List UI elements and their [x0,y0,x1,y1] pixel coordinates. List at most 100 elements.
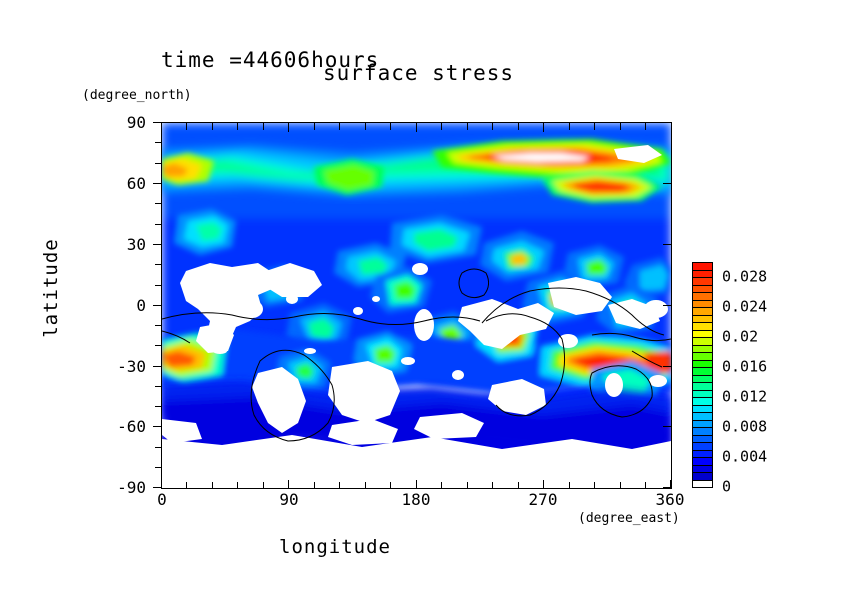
ytick-left [155,386,162,387]
colorbar-band [692,322,713,331]
ytick-left [155,285,162,286]
xtick-label: 90 [279,490,299,509]
ytick-label: -30 [117,357,146,376]
ytick-right-major [663,487,672,488]
ytick-left-major [153,305,162,306]
colorbar-band [692,427,713,436]
xtick-bottom [620,482,621,489]
x-axis-units: (degree_east) [578,511,680,526]
colorbar-tick-label: 0.008 [722,417,768,436]
xtick-bottom [365,482,366,489]
colorbar-tick-label: 0.028 [722,267,768,286]
xtick-bottom [212,482,213,489]
ytick-label: 60 [126,174,146,193]
xtick-top-major [288,123,289,132]
colorbar-band [692,449,713,458]
ytick-label: -90 [117,478,146,497]
xtick-top [339,123,340,130]
ytick-left-major [153,366,162,367]
xtick-bottom-major [670,480,671,489]
surface-stress-field [162,123,671,488]
colorbar-band [692,299,713,308]
colorbar-band [692,479,713,488]
xtick-top [569,123,570,130]
xtick-bottom [645,482,646,489]
ytick-left [155,447,162,448]
colorbar-tick-label: 0.024 [722,297,768,316]
colorbar-tick-label: 0.02 [722,327,759,346]
y-axis-units: (degree_north) [82,88,192,103]
colorbar-band [692,344,713,353]
colorbar-band [692,464,713,473]
colorbar-band [692,269,713,278]
chart-title: surface stress [323,61,515,85]
xtick-label: 0 [157,490,167,509]
xtick-bottom-major [543,480,544,489]
colorbar-band [692,262,713,271]
ytick-right-major [663,183,672,184]
xtick-bottom-major [161,480,162,489]
xtick-bottom [594,482,595,489]
colorbar-band [692,374,713,383]
ytick-label: 0 [136,296,146,315]
xtick-top [620,123,621,130]
ytick-right-major [663,305,672,306]
colorbar-band [692,284,713,293]
xtick-top [645,123,646,130]
colorbar-band [692,457,713,466]
xtick-bottom-major [288,480,289,489]
x-axis-label: longitude [279,536,391,558]
ytick-right-major [663,244,672,245]
ytick-left [155,142,162,143]
xtick-top [186,123,187,130]
xtick-top [237,123,238,130]
xtick-top [467,123,468,130]
colorbar-band [692,359,713,368]
xtick-top [365,123,366,130]
xtick-bottom-major [416,480,417,489]
xtick-top-major [416,123,417,132]
ytick-left-major [153,122,162,123]
xtick-top [492,123,493,130]
xtick-top-major [543,123,544,132]
ytick-label: -60 [117,417,146,436]
xtick-top [518,123,519,130]
colorbar-tick-label: 0.012 [722,387,768,406]
colorbar-band [692,329,713,338]
xtick-bottom [390,482,391,489]
colorbar-band [692,367,713,376]
ytick-left-major [153,183,162,184]
xtick-top [390,123,391,130]
ytick-left [155,467,162,468]
y-axis-label: latitude [40,238,62,338]
xtick-bottom [339,482,340,489]
xtick-bottom [441,482,442,489]
colorbar-band [692,352,713,361]
colorbar-band [692,472,713,481]
colorbar [692,262,713,488]
xtick-top [161,123,162,130]
ytick-left-major [153,426,162,427]
ytick-left [155,163,162,164]
colorbar-band [692,292,713,301]
ytick-label: 90 [126,113,146,132]
colorbar-band [692,314,713,323]
time-annotation: time =44606hours [161,48,380,72]
xtick-top [263,123,264,130]
colorbar-tick-label: 0.016 [722,357,768,376]
colorbar-band [692,434,713,443]
ytick-left [155,224,162,225]
xtick-bottom [518,482,519,489]
xtick-bottom [263,482,264,489]
ytick-right-major [663,426,672,427]
xtick-label: 270 [528,490,558,509]
xtick-top [441,123,442,130]
colorbar-band [692,419,713,428]
ytick-left [155,203,162,204]
colorbar-band [692,404,713,413]
colorbar-band [692,277,713,286]
xtick-top [594,123,595,130]
xtick-bottom [492,482,493,489]
colorbar-band [692,389,713,398]
